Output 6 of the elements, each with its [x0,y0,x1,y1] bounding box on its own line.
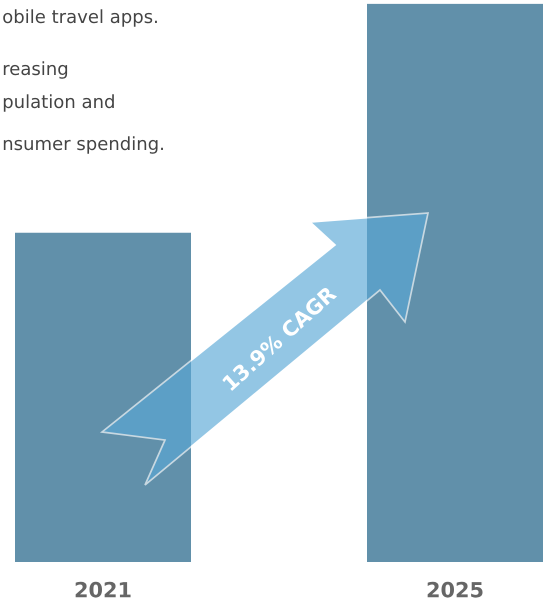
x-tick-label: 2025 [428,582,483,598]
annotation: nsumer spending. [4,136,163,154]
annotation: reasing [4,61,68,79]
annotation: obile travel apps. [3,9,157,27]
x-tick-label: 2021 [76,582,131,598]
annotation: pulation and [4,94,114,112]
